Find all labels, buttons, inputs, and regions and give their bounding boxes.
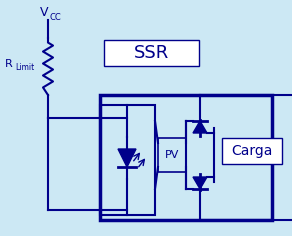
Text: PV: PV: [165, 150, 179, 160]
Text: Carga: Carga: [231, 144, 273, 158]
Polygon shape: [193, 121, 207, 133]
Polygon shape: [193, 177, 207, 189]
Bar: [104, 40, 199, 66]
Polygon shape: [118, 149, 136, 167]
Bar: [158, 138, 186, 172]
Bar: [222, 138, 282, 164]
Bar: [100, 105, 155, 215]
Text: Limit: Limit: [15, 63, 34, 72]
Bar: [100, 95, 272, 220]
Text: CC: CC: [50, 13, 62, 21]
Text: R: R: [5, 59, 13, 69]
Text: V: V: [40, 7, 48, 20]
Text: SSR: SSR: [134, 44, 169, 62]
